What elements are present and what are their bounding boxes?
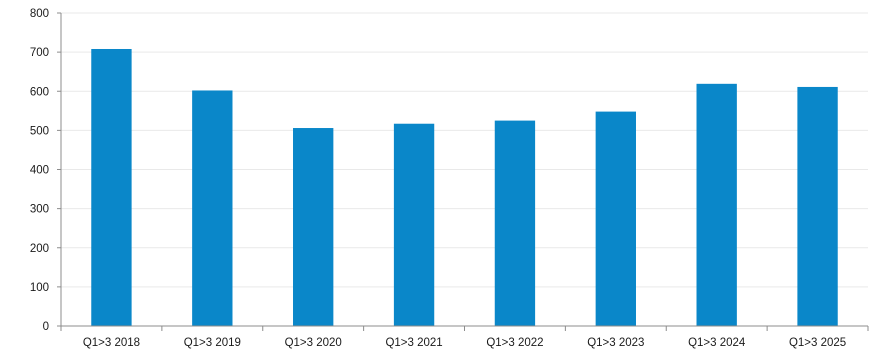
x-tick-label: Q1>3 2019	[184, 337, 241, 349]
x-tick-label: Q1>3 2024	[688, 337, 746, 349]
bar	[696, 83, 737, 326]
x-tick-label: Q1>3 2022	[486, 337, 543, 349]
y-tick-label: 600	[30, 86, 49, 98]
y-tick-label: 700	[30, 47, 49, 59]
bar	[192, 90, 233, 326]
bars	[91, 48, 838, 327]
x-tick-label: Q1>3 2025	[789, 337, 846, 349]
bar	[494, 120, 536, 326]
x-axis-ticks: Q1>3 2018 Q1>3 2019 Q1>3 2020 Q1>3 2021 Q1>3…	[60, 326, 869, 349]
bar	[91, 48, 132, 327]
y-tick-label: 100	[30, 282, 49, 294]
x-tick-label: Q1>3 2023	[587, 337, 644, 349]
bar	[797, 86, 838, 326]
y-tick-label: 800	[30, 8, 49, 20]
x-tick-label: Q1>3 2021	[385, 337, 442, 349]
x-tick-label: Q1>3 2018	[83, 337, 140, 349]
bar	[393, 123, 435, 326]
bar	[293, 128, 334, 326]
y-tick-label: 200	[30, 243, 49, 255]
y-axis-ticks: 0 100 200 300 400 500 600 700 800	[30, 8, 61, 333]
bar	[595, 111, 636, 326]
x-tick-label: Q1>3 2020	[285, 337, 342, 349]
y-tick-label: 0	[43, 321, 49, 333]
y-tick-label: 400	[30, 165, 49, 177]
y-tick-label: 300	[30, 204, 49, 216]
y-tick-label: 500	[30, 125, 49, 137]
gridlines	[61, 12, 868, 288]
